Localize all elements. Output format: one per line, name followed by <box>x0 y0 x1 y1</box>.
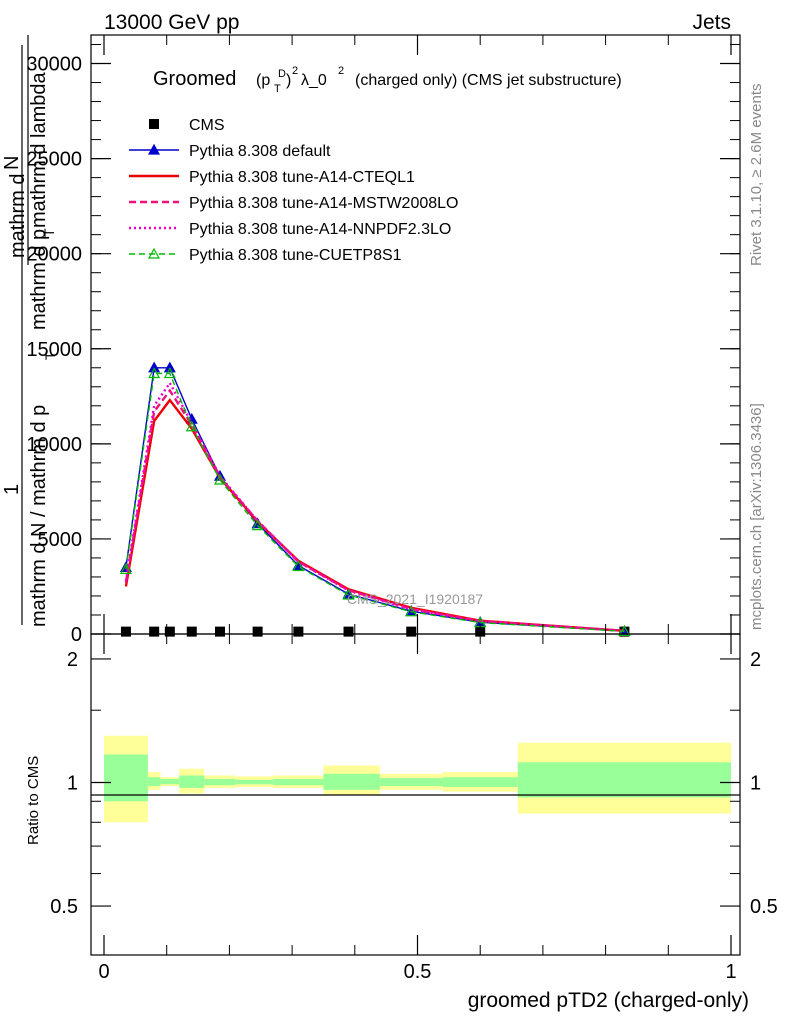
ratio-band-inner <box>204 778 236 786</box>
ratio-band-inner <box>273 778 324 786</box>
title-sub-t: T <box>274 83 281 95</box>
ratio-panel: 0.5 0.5 1 1 2 2 Ratio to CMS <box>25 633 778 956</box>
main-ytick-label: 15000 <box>26 339 82 361</box>
main-curves <box>119 361 631 637</box>
main-ytick-label: 0 <box>71 624 82 646</box>
ratio-ytick-label-left: 1 <box>67 772 78 794</box>
cms-point <box>252 626 263 637</box>
legend-marker-cms <box>149 119 159 129</box>
series-marker-cuetp8s1 <box>405 605 418 617</box>
xtick-label: 0.5 <box>404 961 432 983</box>
series-marker-cuetp8s1 <box>119 563 132 574</box>
plot-title: Groomed (p D T ) 2 λ_0 2 (charged only) … <box>153 65 622 95</box>
cms-point <box>293 626 304 637</box>
ylabel-numer2b: T <box>41 228 57 237</box>
ratio-ytick-label-right: 0.5 <box>750 896 778 918</box>
ratio-ylabel: Ratio to CMS <box>25 756 42 845</box>
ratio-bands <box>104 735 731 823</box>
main-panel: 0 5000 10000 15000 20000 25000 30000 CMS_2021_… <box>26 34 741 646</box>
cms-point <box>149 626 160 637</box>
ylabel-denom-sub: T <box>42 351 58 360</box>
ratio-ytick-label-right: 2 <box>750 649 761 671</box>
legend-label-cteql1: Pythia 8.308 tune-A14-CTEQL1 <box>189 169 415 186</box>
watermark: CMS_2021_I1920187 <box>347 591 483 607</box>
title-main: Groomed <box>153 68 236 90</box>
ylabel-denom: mathrm d N / mathrm d p <box>28 405 50 627</box>
xtick-label: 0 <box>98 961 109 983</box>
legend-label-default: Pythia 8.308 default <box>189 143 331 160</box>
series-line-nnpdf <box>124 380 625 633</box>
header-jets: Jets <box>692 11 731 34</box>
title-rest: (charged only) (CMS jet substructure) <box>355 72 622 89</box>
main-ytick-label: 20000 <box>26 244 82 266</box>
title-sq: 2 <box>292 65 298 77</box>
ratio-band-inner <box>104 754 148 802</box>
series-marker-cuetp8s1 <box>251 519 264 531</box>
ylabel-numer1b: N <box>1 156 23 170</box>
legend-label-nnpdf: Pythia 8.308 tune-A14-NNPDF2.3LO <box>189 221 451 238</box>
series-marker-cuetp8s1 <box>292 560 305 572</box>
legend: CMS Pythia 8.308 default Pythia 8.308 tune… <box>129 117 458 264</box>
cms-point <box>186 626 197 637</box>
main-axis-ticks: 0 5000 10000 15000 20000 25000 30000 <box>26 44 740 646</box>
series-marker-cuetp8s1 <box>163 367 176 379</box>
series-marker-cuetp8s1 <box>185 420 198 432</box>
ylabel-frac-one: 1 <box>1 484 23 495</box>
legend-marker-default <box>147 143 161 155</box>
header-energy: 13000 GeV pp <box>104 11 239 34</box>
ratio-band-inner <box>442 777 518 788</box>
title-sup-d: D <box>278 68 286 80</box>
ratio-band-inner <box>235 779 274 785</box>
side-mcplots: mcplots.cern.ch [arXiv:1306.3436] <box>748 403 765 630</box>
ratio-band-inner <box>517 762 731 798</box>
legend-label-cms: CMS <box>189 117 225 134</box>
ratio-band-inner <box>147 777 161 787</box>
title-sq2: 2 <box>338 65 344 77</box>
ratio-band-inner <box>379 778 443 787</box>
legend-marker-cuetp8s1 <box>147 247 161 259</box>
ylabel-numer1: mathrm d <box>7 174 29 258</box>
cms-point <box>406 626 417 637</box>
ratio-band-inner <box>323 773 380 790</box>
main-ytick-label: 10000 <box>26 434 82 456</box>
x-axis-label: groomed pTD2 (charged-only) <box>468 989 749 1012</box>
legend-label-mstw: Pythia 8.308 tune-A14-MSTW2008LO <box>189 195 458 212</box>
cms-point <box>120 626 131 637</box>
ratio-band-inner <box>179 775 205 788</box>
main-ytick-label: 25000 <box>26 149 82 171</box>
series-line-cuetp8s1 <box>125 372 625 633</box>
series-marker-cuetp8s1 <box>342 588 355 600</box>
cms-point <box>343 626 354 637</box>
main-ylabel: 1 mathrm d N / mathrm d p T mathrm d N m… <box>1 35 58 627</box>
title-paren-close: ) <box>286 72 291 89</box>
ylabel-numer2: mathrm d p <box>28 229 50 330</box>
x-axis: 0 0.5 1 <box>98 35 737 983</box>
cms-point <box>214 626 225 637</box>
series-marker-cuetp8s1 <box>148 367 161 379</box>
ratio-ytick-label-left: 0.5 <box>50 896 78 918</box>
ylabel-numer3: mathrm d lambda <box>28 72 50 228</box>
series-marker-cuetp8s1 <box>213 473 227 485</box>
xtick-label: 1 <box>725 961 736 983</box>
ratio-axis-ticks: 0.5 0.5 1 1 2 2 <box>50 649 778 918</box>
main-ytick-label: 5000 <box>38 529 83 551</box>
series-marker-cuetp8s1 <box>618 625 631 636</box>
ratio-band-inner <box>160 778 180 785</box>
side-rivet: Rivet 3.1.10, ≥ 2.6M events <box>748 84 765 267</box>
ratio-ytick-label-right: 1 <box>750 772 761 794</box>
main-ytick-label: 30000 <box>26 54 82 76</box>
cms-point <box>164 626 175 637</box>
title-lambda: λ_0 <box>301 72 327 89</box>
title-paren: (p <box>256 72 270 89</box>
legend-label-cuetp8s1: Pythia 8.308 tune-CUETP8S1 <box>189 247 402 264</box>
ratio-ytick-label-left: 2 <box>67 649 78 671</box>
